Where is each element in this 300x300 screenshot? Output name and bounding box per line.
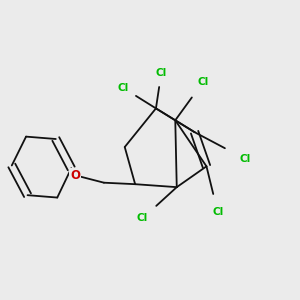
Text: Cl: Cl — [137, 213, 148, 224]
Text: Cl: Cl — [156, 68, 167, 78]
Text: Cl: Cl — [239, 154, 251, 164]
Text: O: O — [70, 169, 80, 182]
Text: Cl: Cl — [212, 207, 224, 218]
Text: Cl: Cl — [117, 82, 128, 93]
Text: Cl: Cl — [197, 77, 208, 87]
